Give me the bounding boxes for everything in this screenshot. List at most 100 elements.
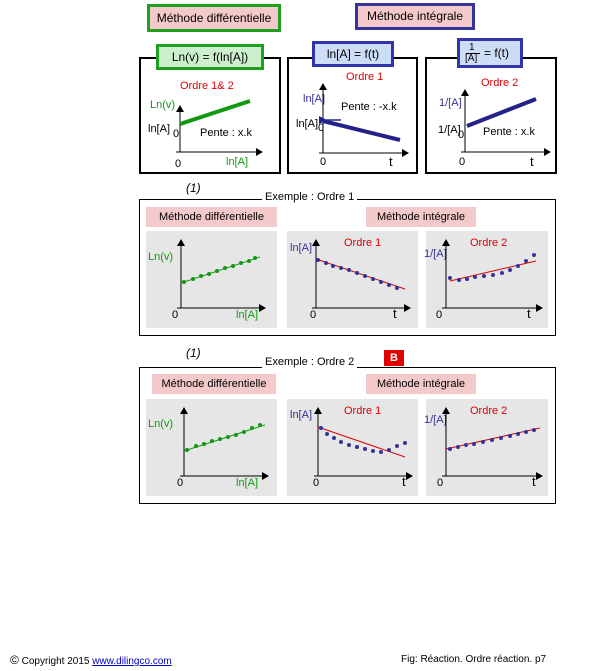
ex1-g2-title: Ordre 1 (344, 237, 382, 249)
ex1-g1-point (215, 269, 219, 273)
ex2-g3-point (524, 430, 528, 434)
ex1-g1-point (207, 272, 211, 276)
ex2-g3-point (532, 428, 536, 432)
top-mid-axes (319, 83, 409, 157)
ex1-g3-point (532, 253, 536, 257)
ex2-g1-point (234, 433, 238, 437)
scatter-points (182, 253, 536, 454)
top-mid-ylabel: ln[A] (303, 93, 326, 105)
ex2-g1-point (226, 435, 230, 439)
ex2-g3-origin: 0 (437, 477, 444, 489)
ex2-g2-ylabel: ln[A] (290, 409, 313, 421)
top-mid-origin: 0 (320, 156, 327, 168)
top-left-axes (176, 99, 263, 156)
ex1-int-label: Méthode intégrale (366, 207, 476, 227)
ex1-caption: Exemple : Ordre 1 (262, 191, 358, 203)
top-box-right (425, 57, 557, 174)
ex2-g3-point (508, 434, 512, 438)
ex1-g2-point (316, 258, 320, 262)
ex2-g1-point (194, 444, 198, 448)
equation-order2-den: [A] (465, 53, 478, 64)
ex1-g2-point (347, 268, 351, 272)
ex1-g2-point (339, 266, 343, 270)
ex1-g2-point (379, 280, 383, 284)
ex1-graph1-bg (146, 231, 277, 328)
top-mid-xlabel: t (389, 154, 393, 169)
top-left-yintercept: ln[A] (148, 123, 171, 135)
ex2-g2-point (319, 426, 323, 430)
ex2-g1-xlabel: ln[A] (236, 477, 259, 489)
ex2-g1-point (185, 448, 189, 452)
ex1-g1-point (253, 256, 257, 260)
ex2-g3-xlabel: t (532, 474, 536, 489)
ex2-g1-point (258, 423, 262, 427)
equation-order2: 1 [A] = f(t) (457, 38, 523, 68)
ex1-g3-xlabel: t (527, 306, 531, 321)
ex2-g2-point (395, 444, 399, 448)
ex2-g3-point (456, 445, 460, 449)
top-right-origin: 0 (459, 156, 466, 168)
header-integral-label: Méthode intégrale (366, 9, 464, 23)
ex2-g1-origin: 0 (177, 477, 184, 489)
ex1-g2-point (355, 271, 359, 275)
ex2-g2-fit-line (317, 426, 406, 458)
ex2-g2-point (347, 443, 351, 447)
ex2-g2-point (403, 441, 407, 445)
top-right-ylabel: 1/[A] (439, 97, 462, 109)
ex1-g2-origin: 0 (310, 309, 317, 321)
ex1-g2-xlabel: t (393, 306, 397, 321)
ex2-g2-title: Ordre 1 (344, 405, 382, 417)
ex2-int-label: Méthode intégrale (366, 374, 476, 394)
ex2-g2-point (387, 448, 391, 452)
ex1-g3-point (500, 271, 504, 275)
equation-order2-tail: = f(t) (484, 46, 510, 60)
ex2-g3-point (516, 432, 520, 436)
ex2-g3-point (499, 436, 503, 440)
equation-order1-text: ln[A] = f(t) (326, 47, 380, 61)
ex1-g3-fit-line (449, 260, 537, 282)
ex1-g2-point (331, 264, 335, 268)
equation-differential-text: Ln(v) = f(ln[A]) (171, 50, 249, 64)
ex2-g1-ylabel: Ln(v) (148, 418, 174, 430)
ex2-g1-point (218, 437, 222, 441)
ex1-g1-point (247, 259, 251, 263)
ex2-g3-point (472, 442, 476, 446)
ex2-g3-point (481, 440, 485, 444)
top-right-fit-line (466, 97, 537, 128)
ex1-graph2-bg (287, 231, 418, 328)
ex2-g3-point (490, 438, 494, 442)
top-right-title: Ordre 2 (481, 77, 519, 89)
ex2-g1-point (250, 426, 254, 430)
ex1-g2-point (363, 274, 367, 278)
top-box-mid (287, 57, 418, 174)
ex1-g2-point (324, 261, 328, 265)
ex1-g1-point (231, 264, 235, 268)
ex1-g3-point (465, 277, 469, 281)
top-left-slope: Pente : x.k (200, 127, 252, 139)
ex2-g2-point (379, 450, 383, 454)
ex1-g3-ylabel: 1/[A] (424, 248, 447, 260)
ex2-g1-point (202, 442, 206, 446)
ex2-caption: Exemple : Ordre 2 (262, 356, 358, 368)
ex2-graph1-bg (146, 399, 277, 496)
ex1-g1-ylabel: Ln(v) (148, 251, 174, 263)
ex2-g2-point (339, 440, 343, 444)
copyright-text: Copyright 2015 (21, 656, 90, 667)
ex1-g1-point (223, 266, 227, 270)
ex2-diff-label: Méthode différentielle (152, 374, 276, 394)
equation-order2-num: 1 (469, 42, 475, 53)
ex2-g2-point (371, 449, 375, 453)
footer-link[interactable]: www.dilingco.com (92, 656, 172, 667)
top-mid-yintercept: ln[A] (296, 118, 319, 130)
ex2-g3-ylabel: 1/[A] (424, 414, 447, 426)
footer-figure-caption: Fig: Réaction. Ordre réaction. p7 (401, 654, 547, 665)
ex1-g3-title: Ordre 2 (470, 237, 508, 249)
ex1-g3-point (491, 273, 495, 277)
top-right-yintercept: 1/[A] (438, 124, 461, 136)
ex2-axes (180, 407, 543, 480)
ex2-badge-label: B (390, 352, 398, 364)
equation-order2-fraction-bar (466, 53, 480, 54)
top-left-ylabel: Ln(v) (150, 99, 176, 111)
ex1-g3-point (508, 268, 512, 272)
ex2-g2-point (325, 432, 329, 436)
